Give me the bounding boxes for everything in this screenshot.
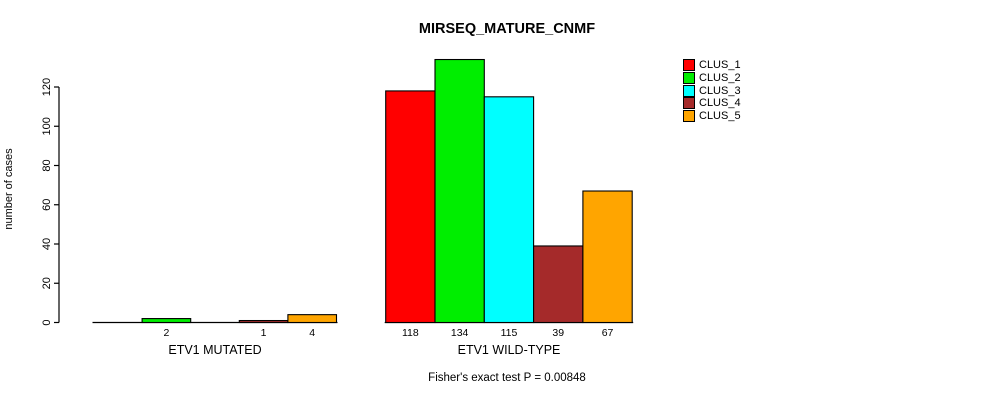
- bar-clus_3-wild-type: [483, 96, 535, 324]
- y-tick-label: 100: [41, 117, 53, 135]
- bar-clus_4-wild-type: [533, 245, 584, 324]
- bar-value-label: 1: [261, 327, 267, 339]
- bar-value-label: 39: [552, 327, 564, 339]
- bar-clus_2-mutated: [141, 318, 192, 324]
- legend-label: CLUS_3: [699, 84, 741, 97]
- legend-label: CLUS_5: [699, 110, 741, 123]
- legend-item-clus_4: CLUS_4: [683, 97, 741, 110]
- y-tick-label: 0: [41, 319, 53, 325]
- y-tick-label: 60: [41, 199, 53, 211]
- bar-clus_5-mutated: [287, 314, 338, 324]
- bar-clus_2-wild-type: [434, 58, 485, 324]
- bar-value-label: 2: [163, 327, 169, 339]
- legend: CLUS_1 CLUS_2 CLUS_3 CLUS_4 CLUS_5: [683, 59, 741, 123]
- legend-item-clus_2: CLUS_2: [683, 72, 741, 85]
- bar-value-label: 134: [451, 327, 469, 339]
- x-group-label-etv1-wild-type: ETV1 WILD-TYPE: [457, 343, 561, 357]
- y-tick-label: 20: [41, 277, 53, 289]
- bar-clus_5-wild-type: [582, 190, 633, 324]
- bar-value-label: 4: [309, 327, 315, 339]
- bar-clus_1-wild-type: [385, 90, 436, 324]
- legend-label: CLUS_4: [699, 97, 741, 110]
- bar-value-label: 118: [402, 327, 419, 339]
- legend-label: CLUS_1: [699, 59, 741, 72]
- legend-item-clus_1: CLUS_1: [683, 59, 741, 72]
- y-tick-label: 80: [41, 159, 53, 171]
- bar-value-label: 67: [602, 327, 614, 339]
- bar-value-label: 115: [501, 327, 518, 339]
- y-tick-label: 40: [41, 238, 53, 250]
- legend-swatch-icon: [683, 110, 695, 123]
- legend-item-clus_3: CLUS_3: [683, 84, 741, 97]
- x-group-label-etv1-mutated: ETV1 MUTATED: [168, 343, 262, 357]
- fishers-test-caption: Fisher's exact test P = 0.00848: [428, 372, 586, 384]
- legend-swatch-icon: [683, 97, 695, 110]
- y-tick-label: 120: [41, 78, 53, 96]
- legend-label: CLUS_2: [699, 72, 741, 85]
- y-axis-label: number of cases: [3, 148, 15, 230]
- legend-swatch-icon: [683, 84, 695, 97]
- legend-swatch-icon: [683, 72, 695, 85]
- legend-item-clus_5: CLUS_5: [683, 110, 741, 123]
- legend-swatch-icon: [683, 59, 695, 72]
- bar-clus_4-mutated: [238, 319, 289, 324]
- chart-title: MIRSEQ_MATURE_CNMF: [418, 21, 596, 37]
